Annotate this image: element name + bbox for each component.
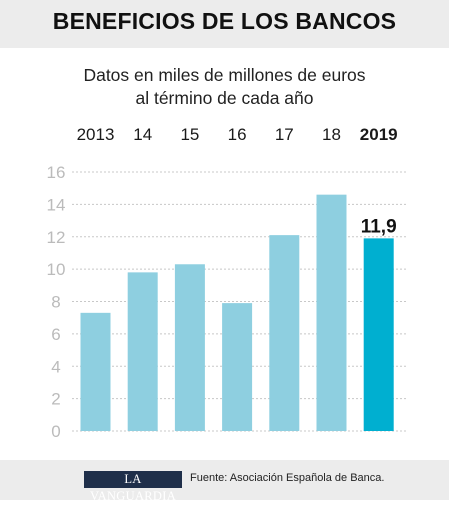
bar (269, 235, 300, 431)
x-category-label: 17 (275, 125, 294, 144)
y-tick-label: 10 (47, 260, 66, 279)
subtitle-line-1: Datos en miles de millones de euros (83, 65, 366, 85)
y-tick-label: 2 (51, 390, 60, 409)
x-category-label: 16 (228, 125, 247, 144)
bar (222, 303, 253, 431)
chart-subtitle: Datos en miles de millones de euros al t… (0, 64, 449, 110)
header-band (0, 0, 449, 48)
bar (80, 312, 111, 431)
x-category-label: 14 (133, 125, 152, 144)
y-tick-label: 12 (47, 228, 66, 247)
x-category-label: 2019 (360, 125, 398, 144)
subtitle-line-2: al término de cada año (135, 88, 314, 108)
bar (174, 264, 205, 431)
chart-title: BENEFICIOS DE LOS BANCOS (52, 8, 397, 34)
y-tick-label: 6 (51, 325, 60, 344)
bar-chart: 0 2 4 6 8 10 12 14 16 2013 14 15 16 17 18 2019 11,9 (47, 125, 406, 438)
y-tick-label: 14 (47, 195, 66, 214)
x-category-label: 2013 (77, 125, 115, 144)
x-category-label: 15 (180, 125, 199, 144)
bar (363, 238, 394, 431)
y-tick-label: 0 (51, 422, 60, 438)
y-tick-label: 8 (51, 293, 60, 312)
la-vanguardia-logo: LA VANGUARDIA (84, 471, 182, 503)
x-category-label: 18 (322, 125, 341, 144)
footer-band (0, 460, 449, 500)
bar (316, 194, 347, 431)
y-tick-label: 4 (51, 357, 60, 376)
source-note: Fuente: Asociación Española de Banca. (190, 472, 385, 484)
bar (127, 272, 158, 431)
data-label: 11,9 (361, 216, 397, 237)
y-tick-label: 16 (47, 163, 66, 182)
